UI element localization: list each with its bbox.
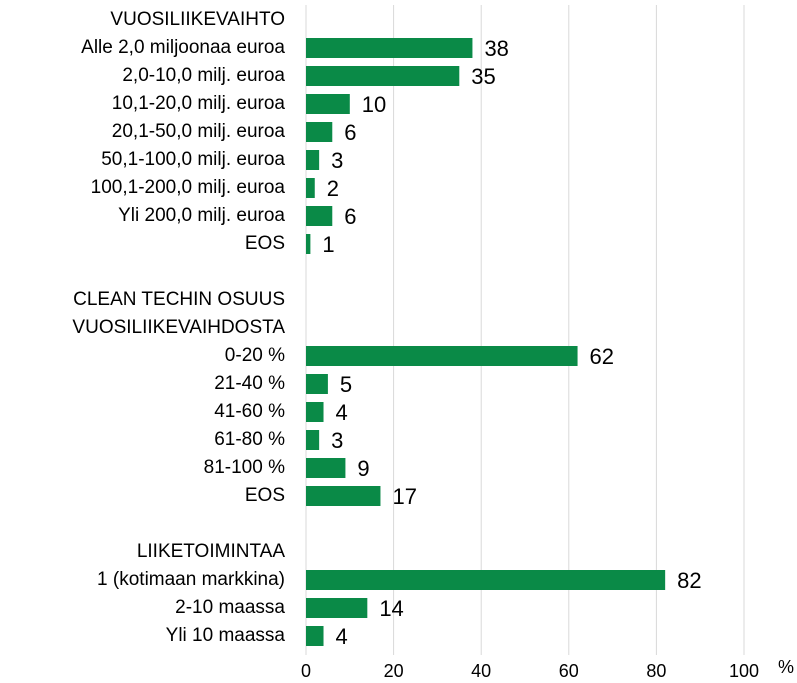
bar (306, 122, 333, 142)
value-label: 38 (484, 36, 508, 61)
category-label: 2,0-10,0 milj. euroa (122, 65, 285, 86)
bar (306, 234, 311, 254)
value-label: 17 (392, 484, 416, 509)
value-label: 10 (362, 92, 386, 117)
category-label: EOS (245, 485, 285, 506)
x-tick-label: 0 (301, 661, 311, 681)
group-title: VUOSILIIKEVAIHTO (110, 9, 285, 30)
bar (306, 430, 320, 450)
value-label: 1 (322, 232, 334, 257)
category-label: EOS (245, 233, 285, 254)
category-label: 61-80 % (214, 429, 285, 450)
category-label: Yli 10 maassa (166, 625, 286, 646)
category-label: 21-40 % (214, 373, 285, 394)
bar (306, 38, 473, 58)
group-title: VUOSILIIKEVAIHDOSTA (72, 317, 285, 338)
group-title: CLEAN TECHIN OSUUS (73, 289, 285, 310)
x-tick-label: 40 (471, 661, 491, 681)
bar (306, 150, 320, 170)
value-label: 6 (344, 204, 356, 229)
category-label: 81-100 % (204, 457, 285, 478)
value-label: 3 (331, 428, 343, 453)
bar (306, 486, 381, 506)
category-label: 41-60 % (214, 401, 285, 422)
bar (306, 570, 666, 590)
category-label: Alle 2,0 miljoonaa euroa (81, 37, 285, 58)
x-axis-label: % (778, 657, 794, 677)
category-label: 2-10 maassa (175, 597, 285, 618)
bar (306, 374, 328, 394)
bar (306, 178, 315, 198)
category-label: 0-20 % (225, 345, 285, 366)
bar (306, 66, 460, 86)
category-label: Yli 200,0 milj. euroa (118, 205, 285, 226)
bar (306, 458, 346, 478)
bar (306, 402, 324, 422)
group-title: LIIKETOIMINTAA (137, 541, 285, 562)
bar (306, 598, 368, 618)
value-label: 9 (357, 456, 369, 481)
value-label: 2 (327, 176, 339, 201)
value-label: 3 (331, 148, 343, 173)
value-label: 35 (471, 64, 495, 89)
bar (306, 626, 324, 646)
bar (306, 346, 578, 366)
value-label: 14 (379, 596, 403, 621)
x-tick-label: 60 (559, 661, 579, 681)
x-tick-label: 20 (384, 661, 404, 681)
category-label: 20,1-50,0 milj. euroa (112, 121, 286, 142)
x-tick-label: 80 (646, 661, 666, 681)
value-label: 4 (336, 400, 348, 425)
category-label: 1 (kotimaan markkina) (97, 569, 285, 590)
category-label: 10,1-20,0 milj. euroa (112, 93, 286, 114)
bar (306, 94, 350, 114)
value-label: 5 (340, 372, 352, 397)
value-label: 4 (336, 624, 348, 649)
x-tick-label: 100 (729, 661, 759, 681)
category-label: 50,1-100,0 milj. euroa (101, 149, 285, 170)
category-label: 100,1-200,0 milj. euroa (91, 177, 286, 198)
value-label: 62 (590, 344, 614, 369)
value-label: 6 (344, 120, 356, 145)
value-label: 82 (677, 568, 701, 593)
bar (306, 206, 333, 226)
